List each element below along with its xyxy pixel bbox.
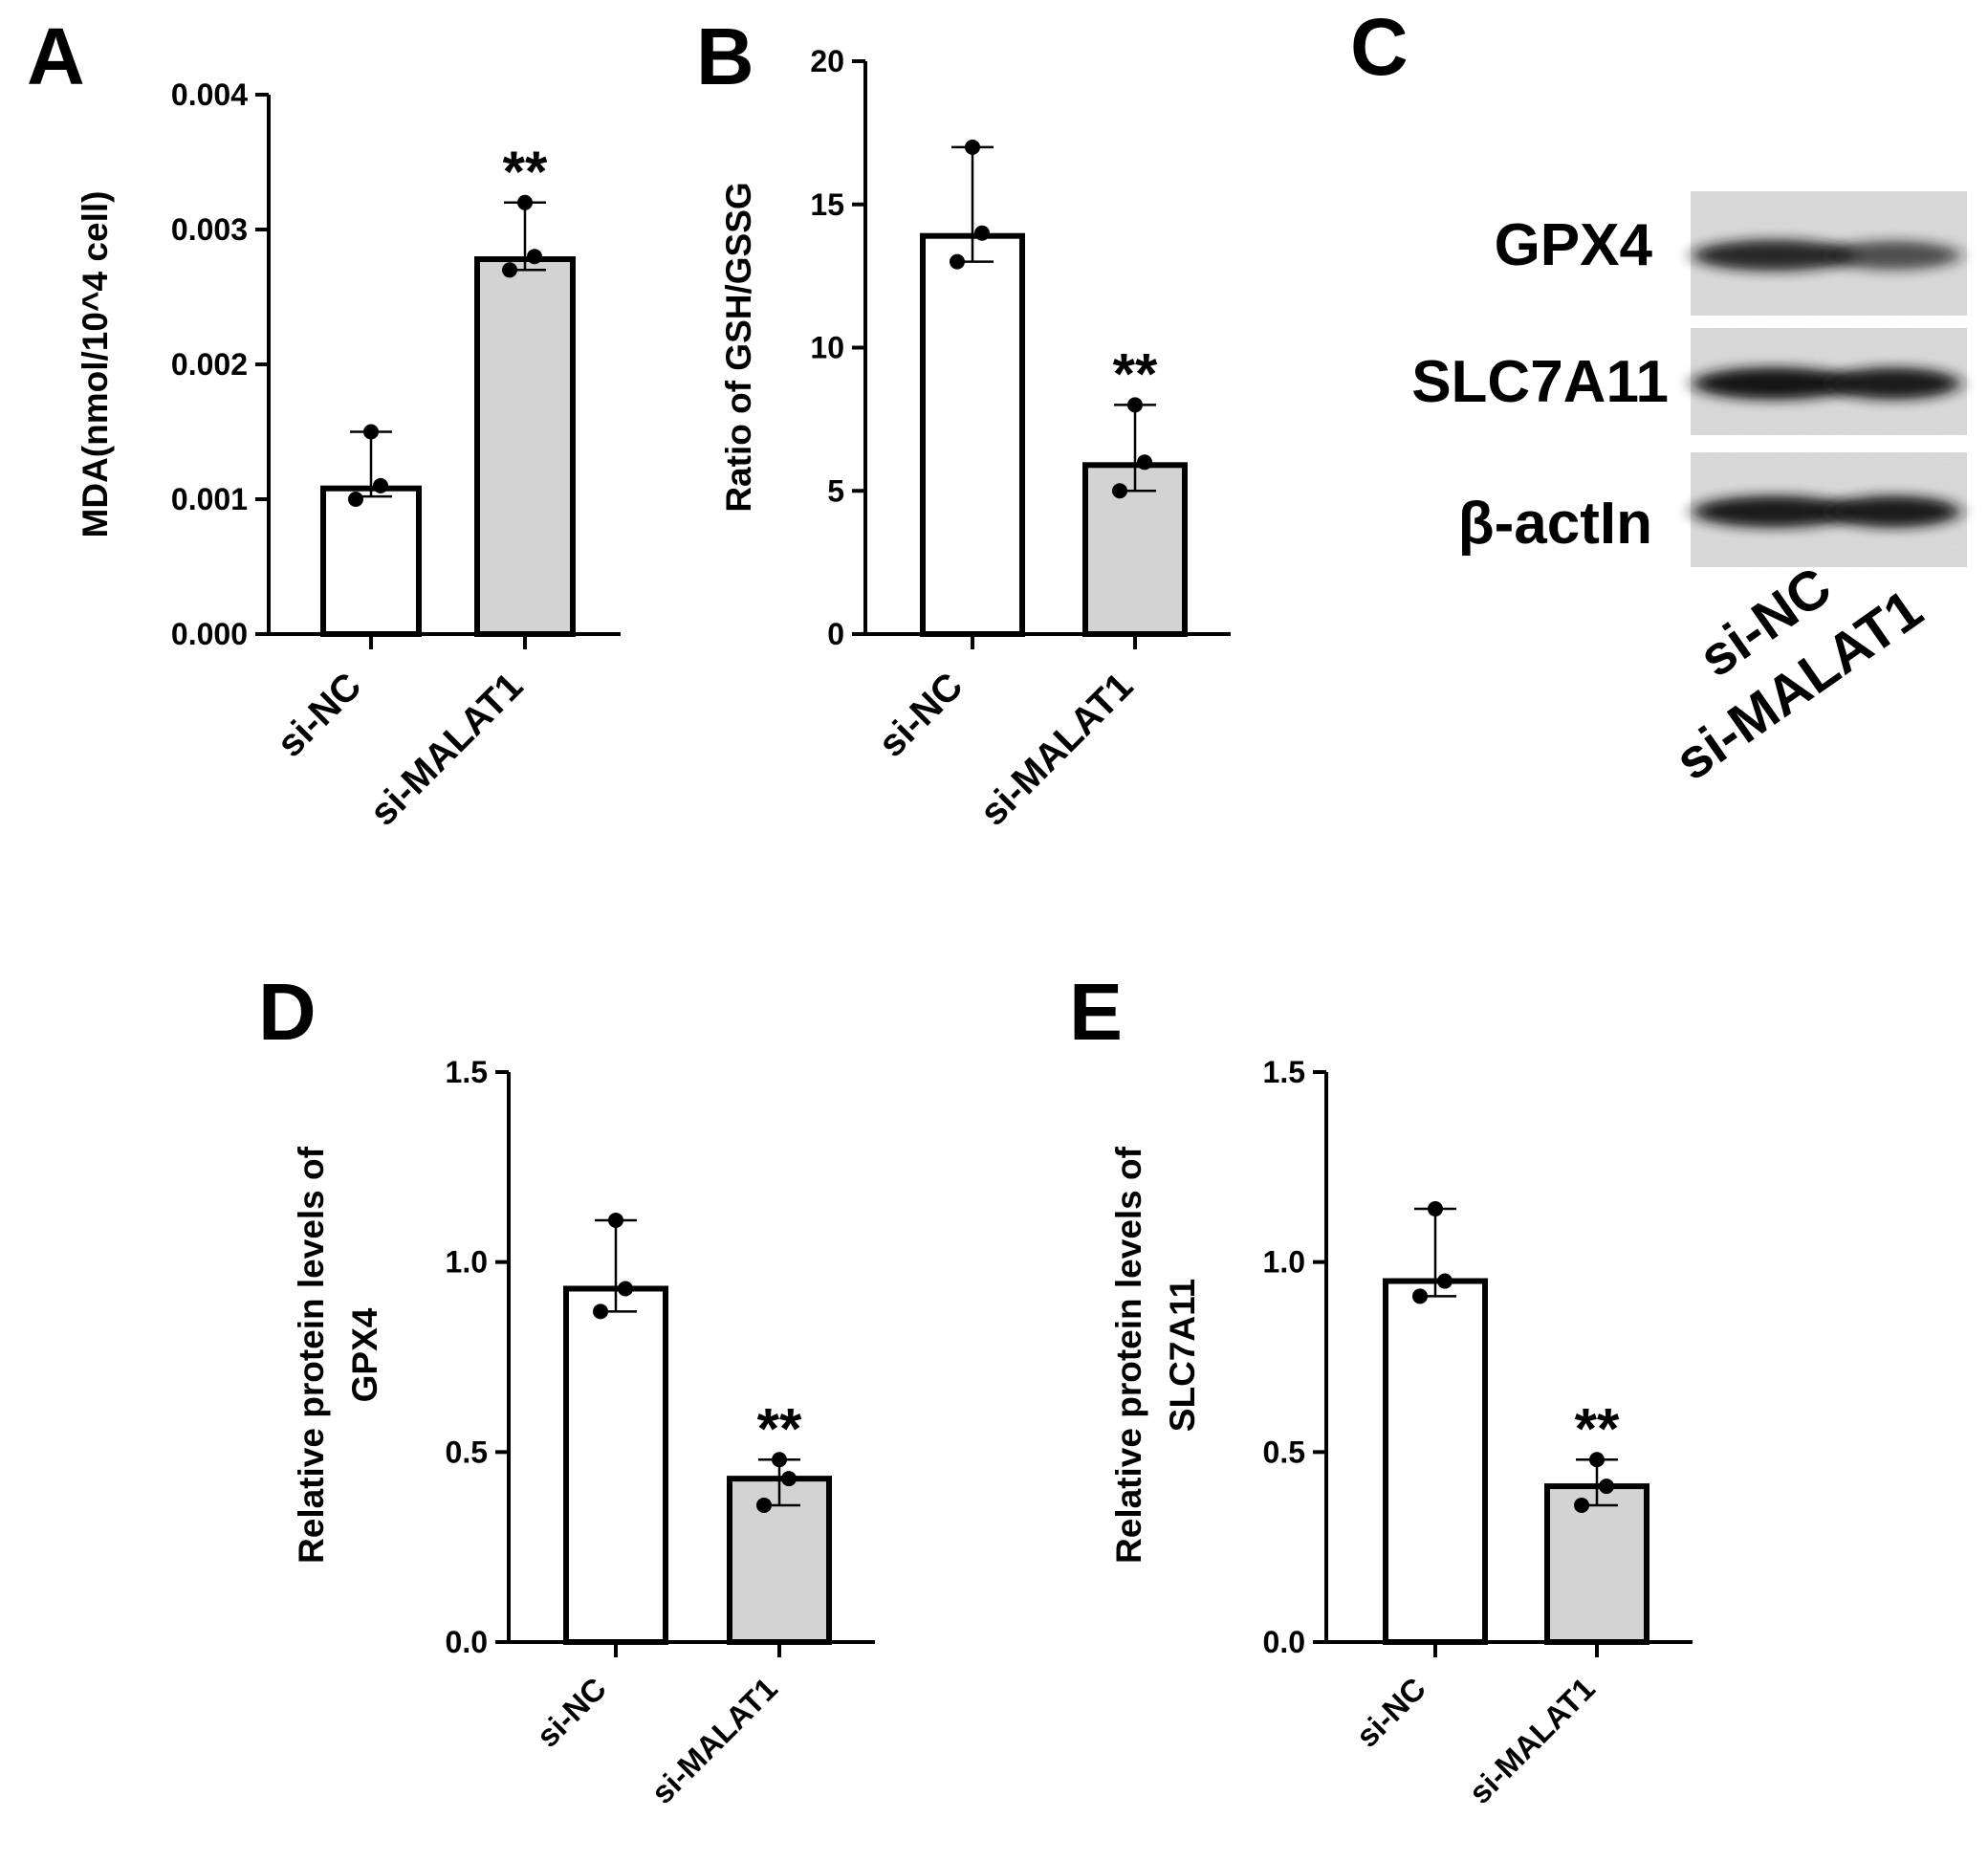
data-point-a — [527, 249, 542, 265]
significance-marker-a: ** — [503, 140, 548, 204]
y-tick-label-e: 1.0 — [1263, 1245, 1305, 1280]
blot-band — [1826, 495, 1960, 528]
chart-d: 0.0 0.5 1.0 1.5 Relative protein levels of GP… — [292, 1055, 875, 1810]
y-tick-label-a: 0.001 — [171, 482, 248, 516]
data-point-a — [348, 492, 363, 507]
blot-label-slc7a11: SLC7A11 — [1411, 349, 1669, 415]
y-tick-label-b: 15 — [810, 187, 844, 222]
y-axis-title-line-b: Ratio of GSH/GSSG — [719, 182, 758, 512]
data-point-a — [373, 477, 388, 493]
bar-d-si-nc — [563, 1285, 668, 1645]
y-tick-label-d: 1.5 — [446, 1055, 488, 1089]
data-point-a — [363, 424, 379, 440]
blot-band — [1826, 240, 1960, 271]
y-axis-title-line-e: SLC7A11 — [1163, 1279, 1202, 1432]
panel-letter-e: E — [1069, 967, 1123, 1057]
data-point-e — [1437, 1273, 1453, 1289]
data-point-d — [781, 1471, 797, 1487]
y-tick-label-b: 20 — [810, 44, 844, 78]
y-tick-label-b: 5 — [827, 473, 844, 508]
y-tick-label-e: 1.5 — [1263, 1055, 1305, 1089]
data-point-e — [1599, 1479, 1614, 1495]
blot-label-gpx4: GPX4 — [1495, 212, 1653, 278]
data-point-e — [1574, 1497, 1589, 1513]
data-point-b — [1112, 483, 1127, 499]
data-point-e — [1412, 1288, 1428, 1304]
data-point-b — [974, 225, 990, 241]
blot-band — [1693, 367, 1855, 400]
bar-e-si-nc — [1383, 1278, 1488, 1645]
y-tick-label-b: 10 — [810, 331, 844, 365]
data-point-b — [965, 139, 980, 155]
significance-marker-d: ** — [757, 1396, 802, 1460]
bar-a-si-malat1 — [474, 256, 576, 637]
bar-e-si-malat1 — [1544, 1483, 1649, 1646]
panel-letter-d: D — [258, 967, 317, 1057]
data-point-a — [517, 194, 533, 210]
y-tick-label-a: 0.004 — [171, 77, 248, 112]
data-point-d — [756, 1497, 772, 1513]
bar-a-si-nc — [320, 485, 422, 637]
y-axis-title-d: Relative protein levels of GPX4 — [292, 1146, 384, 1564]
y-tick-label-d: 0.5 — [446, 1435, 488, 1469]
y-axis-title-line-e: Relative protein levels of — [1109, 1146, 1148, 1564]
y-tick-label-e: 0.0 — [1263, 1625, 1305, 1659]
y-tick-label-a: 0.002 — [171, 347, 248, 382]
y-tick-label-e: 0.5 — [1263, 1435, 1305, 1469]
data-point-d — [593, 1303, 608, 1320]
blot-label-beta-actin: β-actIn — [1458, 491, 1652, 557]
data-point-e — [1428, 1201, 1443, 1217]
data-point-d — [618, 1281, 633, 1297]
blot-band — [1693, 239, 1855, 272]
data-point-b — [1137, 454, 1152, 471]
panel-letter-a: A — [27, 11, 85, 101]
data-point-d — [772, 1452, 787, 1468]
data-point-b — [950, 253, 965, 270]
significance-marker-b: ** — [1113, 341, 1158, 405]
y-axis-title-line-a: MDA(nmol/10^4 cell) — [76, 191, 115, 538]
data-point-e — [1589, 1452, 1605, 1468]
y-axis-title-a: MDA(nmol/10^4 cell) — [76, 191, 115, 538]
bar-b-si-nc — [920, 232, 1025, 637]
y-axis-title-line-d: Relative protein levels of — [292, 1146, 331, 1564]
y-tick-label-d: 0.0 — [446, 1625, 488, 1659]
data-point-b — [1127, 397, 1143, 413]
significance-marker-e: ** — [1575, 1396, 1620, 1460]
blot-band — [1693, 495, 1855, 528]
y-tick-label-a: 0.003 — [171, 212, 248, 247]
y-axis-title-b: Ratio of GSH/GSSG — [719, 182, 758, 512]
y-tick-label-b: 0 — [827, 617, 844, 651]
y-axis-title-line-d: GPX4 — [345, 1307, 384, 1402]
blot-strips — [1691, 191, 1967, 567]
panel-letter-c: C — [1350, 2, 1409, 92]
y-axis-title-e: Relative protein levels of SLC7A11 — [1109, 1146, 1202, 1564]
blot-band — [1826, 367, 1960, 400]
data-point-d — [608, 1212, 623, 1228]
data-point-a — [502, 262, 517, 278]
panel-letter-b: B — [696, 11, 754, 101]
y-tick-label-d: 1.0 — [446, 1245, 488, 1280]
y-tick-label-a: 0.000 — [171, 617, 248, 651]
